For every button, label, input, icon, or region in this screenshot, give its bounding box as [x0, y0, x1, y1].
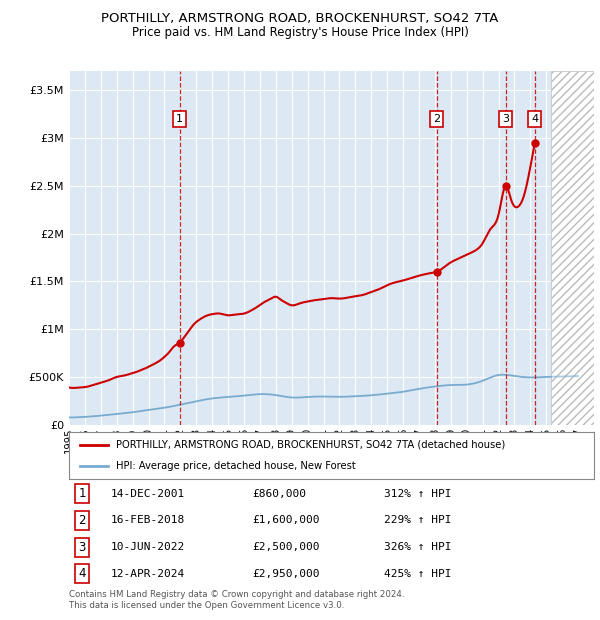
Text: £2,950,000: £2,950,000 [253, 569, 320, 579]
Text: 326% ↑ HPI: 326% ↑ HPI [384, 542, 452, 552]
Text: 4: 4 [79, 567, 86, 580]
Text: PORTHILLY, ARMSTRONG ROAD, BROCKENHURST, SO42 7TA: PORTHILLY, ARMSTRONG ROAD, BROCKENHURST,… [101, 12, 499, 25]
Text: 10-JUN-2022: 10-JUN-2022 [111, 542, 185, 552]
Text: £1,600,000: £1,600,000 [253, 515, 320, 526]
Text: 1: 1 [79, 487, 86, 500]
Text: £2,500,000: £2,500,000 [253, 542, 320, 552]
Text: PORTHILLY, ARMSTRONG ROAD, BROCKENHURST, SO42 7TA (detached house): PORTHILLY, ARMSTRONG ROAD, BROCKENHURST,… [116, 440, 505, 450]
Bar [551, 71, 594, 425]
Text: 12-APR-2024: 12-APR-2024 [111, 569, 185, 579]
Text: Price paid vs. HM Land Registry's House Price Index (HPI): Price paid vs. HM Land Registry's House … [131, 26, 469, 39]
Text: £860,000: £860,000 [253, 489, 307, 499]
Bar [551, 71, 594, 425]
Text: 2: 2 [433, 114, 440, 124]
Text: Contains HM Land Registry data © Crown copyright and database right 2024.
This d: Contains HM Land Registry data © Crown c… [69, 590, 404, 609]
Text: 3: 3 [502, 114, 509, 124]
Text: 3: 3 [79, 541, 86, 554]
Text: 229% ↑ HPI: 229% ↑ HPI [384, 515, 452, 526]
Text: 1: 1 [176, 114, 183, 124]
Text: 16-FEB-2018: 16-FEB-2018 [111, 515, 185, 526]
Text: 4: 4 [531, 114, 538, 124]
Text: 14-DEC-2001: 14-DEC-2001 [111, 489, 185, 499]
Text: 312% ↑ HPI: 312% ↑ HPI [384, 489, 452, 499]
Text: HPI: Average price, detached house, New Forest: HPI: Average price, detached house, New … [116, 461, 356, 471]
Text: 425% ↑ HPI: 425% ↑ HPI [384, 569, 452, 579]
Text: 2: 2 [79, 514, 86, 527]
